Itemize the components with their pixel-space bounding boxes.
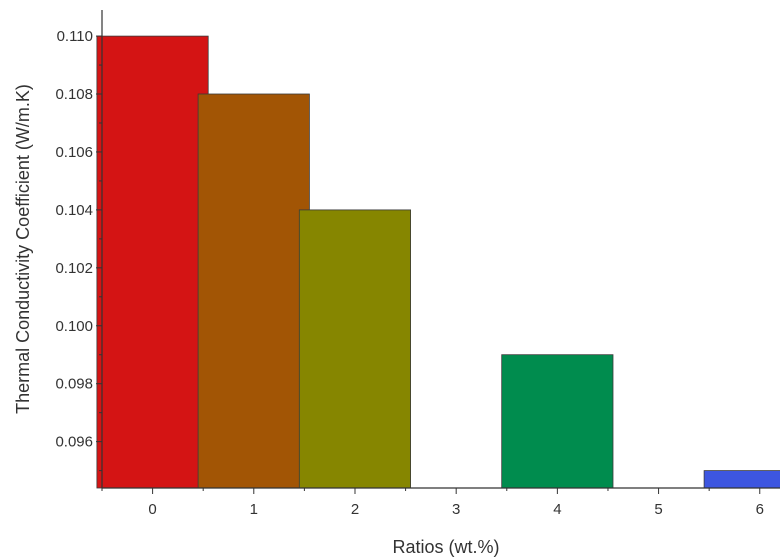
axes-layer <box>101 10 780 489</box>
x-tick-label: 6 <box>756 501 764 518</box>
ticks-layer: 0.096 0.098 0.100 0.102 0.104 0.106 0.108 0.110… <box>55 28 763 518</box>
x-axis-title: Ratios (wt.%) <box>392 537 499 557</box>
bar-1 <box>197 93 310 489</box>
y-tick-label: 0.098 <box>55 376 93 393</box>
y-tick-label: 0.100 <box>55 318 93 335</box>
y-tick-label: 0.104 <box>55 202 93 219</box>
y-tick-label: 0.108 <box>55 86 93 103</box>
x-tick-label: 0 <box>148 501 156 518</box>
x-tick-label: 1 <box>250 501 258 518</box>
y-tick-label: 0.110 <box>57 28 93 45</box>
y-tick-label: 0.102 <box>55 260 93 277</box>
x-tick-label: 3 <box>452 501 460 518</box>
x-tick-label: 5 <box>654 501 662 518</box>
x-tick-label: 2 <box>351 501 359 518</box>
bar-6 <box>703 470 780 489</box>
bar-4 <box>501 354 614 489</box>
bar-2 <box>298 209 411 489</box>
x-tick-label: 4 <box>553 501 561 518</box>
y-axis-title: Thermal Conductivity Coefficient (W/m.K) <box>13 84 33 414</box>
y-tick-label: 0.096 <box>55 434 93 451</box>
y-tick-label: 0.106 <box>55 144 93 161</box>
bar-0 <box>96 35 209 489</box>
bars-layer <box>96 35 780 489</box>
